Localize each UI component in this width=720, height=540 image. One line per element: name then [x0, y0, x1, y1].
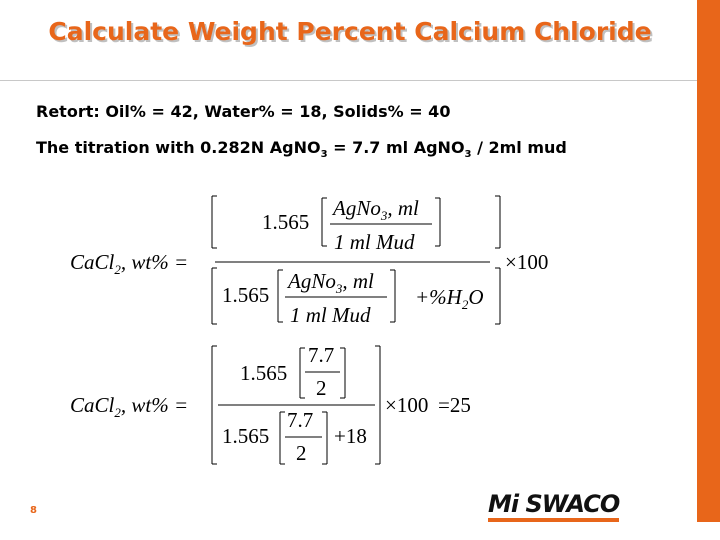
- text: 3: [335, 281, 343, 296]
- bracket: [321, 197, 441, 247]
- bracket: [279, 411, 328, 465]
- text: 2: [114, 262, 121, 277]
- accent-bar: [697, 0, 720, 522]
- logo: Mi SWACO: [488, 490, 620, 522]
- bracket: [299, 347, 346, 399]
- text: , ml: [342, 269, 374, 293]
- factor: 1.565: [240, 361, 287, 385]
- text: = 7.7 ml AgNO: [327, 138, 465, 157]
- subscript: 3: [464, 149, 472, 161]
- text: , wt% =: [121, 250, 188, 274]
- text: AgNo: [331, 196, 381, 220]
- lhs: CaCl2, wt% =: [70, 393, 188, 420]
- numerator: 7.7: [287, 408, 313, 432]
- text: AgNo: [286, 269, 336, 293]
- title: Calculate Weight Percent Calcium Chlorid…: [48, 17, 652, 46]
- text: The titration with 0.282N AgNO: [36, 138, 321, 157]
- result: =25: [438, 393, 471, 417]
- text: 2: [114, 405, 121, 420]
- multiplier: ×100: [385, 393, 428, 417]
- bullet: Retort: Oil% = 42, Water% = 18, Solids% …: [36, 102, 451, 121]
- text: +%H: [415, 285, 464, 309]
- factor: 1.565: [222, 283, 269, 307]
- numerator: 7.7: [308, 343, 334, 367]
- numerator: AgNo3, ml: [331, 196, 419, 223]
- subscript: 3: [320, 149, 328, 161]
- denominator: 1 ml Mud: [334, 230, 415, 254]
- text: / 2ml mud: [471, 138, 567, 157]
- bullet: The titration with 0.282N AgNO3 = 7.7 ml…: [36, 136, 684, 167]
- factor: 1.565: [262, 210, 309, 234]
- water-term: +%H2O: [415, 285, 484, 312]
- numerator: AgNo3, ml: [286, 269, 374, 296]
- bracket: [211, 267, 501, 325]
- title-rule: [0, 80, 697, 81]
- text: , ml: [387, 196, 419, 220]
- denominator: 1 ml Mud: [290, 303, 371, 327]
- text: O: [468, 285, 483, 309]
- denominator: 2: [296, 441, 307, 465]
- bracket: [211, 345, 381, 465]
- bracket: [211, 195, 501, 249]
- factor: 1.565: [222, 424, 269, 448]
- denominator: 2: [316, 376, 327, 400]
- text: 2: [462, 297, 469, 312]
- text: 3: [380, 208, 388, 223]
- page-number: 8: [30, 505, 37, 516]
- bracket: [277, 269, 396, 323]
- lhs: CaCl2, wt% =: [70, 250, 188, 277]
- text: , wt% =: [121, 393, 188, 417]
- text: CaCl: [70, 393, 115, 417]
- water-term: +18: [334, 424, 367, 448]
- multiplier: ×100: [505, 250, 548, 274]
- text: CaCl: [70, 250, 115, 274]
